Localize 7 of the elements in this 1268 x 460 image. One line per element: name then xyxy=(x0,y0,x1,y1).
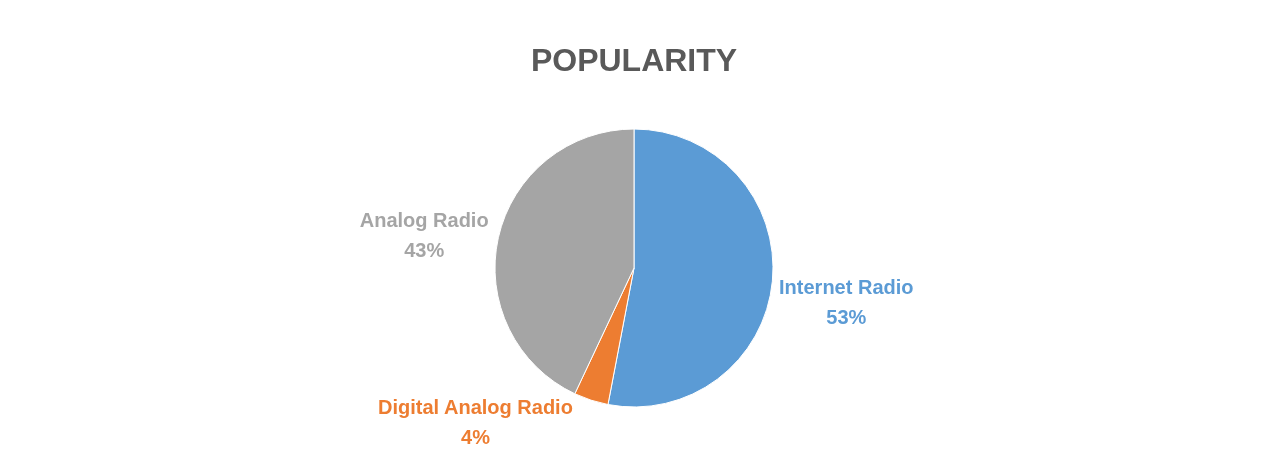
data-label: 43% xyxy=(404,239,445,262)
slice-label: Digital Analog Radio xyxy=(378,395,573,418)
slice-label: Analog Radio xyxy=(359,209,489,232)
data-label: 4% xyxy=(461,425,491,448)
data-label: 53% xyxy=(826,306,867,329)
slice-label: Internet Radio xyxy=(779,276,914,299)
chart-title: POPULARITY xyxy=(530,42,738,78)
